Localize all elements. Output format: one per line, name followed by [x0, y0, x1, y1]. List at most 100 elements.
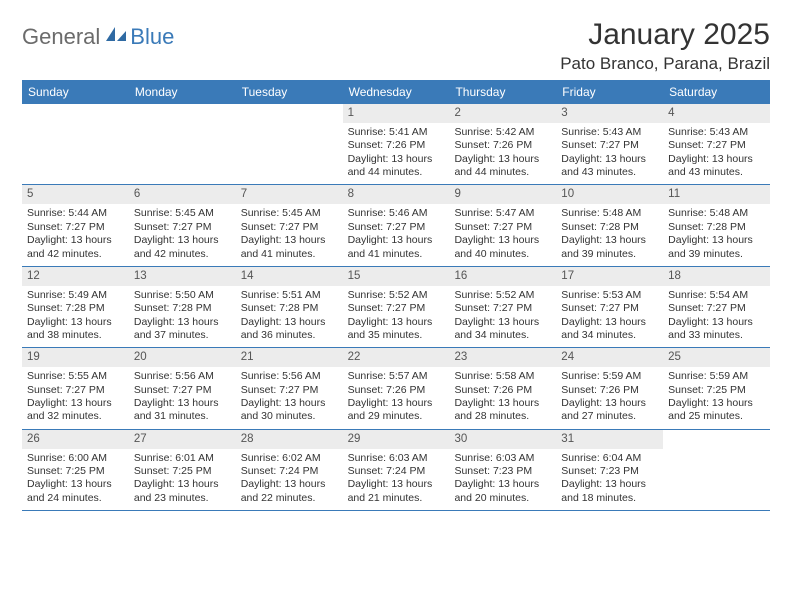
sunset-text: Sunset: 7:25 PM	[27, 465, 124, 478]
daylight-text: Daylight: 13 hours and 18 minutes.	[561, 478, 658, 505]
sunset-text: Sunset: 7:23 PM	[561, 465, 658, 478]
weekday-header: Tuesday	[236, 80, 343, 104]
day-body: Sunrise: 5:43 AMSunset: 7:27 PMDaylight:…	[556, 123, 663, 185]
daylight-text: Daylight: 13 hours and 25 minutes.	[668, 397, 765, 424]
daylight-text: Daylight: 13 hours and 42 minutes.	[27, 234, 124, 261]
day-number: 20	[129, 348, 236, 367]
sunrise-text: Sunrise: 6:04 AM	[561, 452, 658, 465]
day-cell: 15Sunrise: 5:52 AMSunset: 7:27 PMDayligh…	[343, 267, 450, 347]
sunset-text: Sunset: 7:27 PM	[668, 139, 765, 152]
day-cell: 4Sunrise: 5:43 AMSunset: 7:27 PMDaylight…	[663, 104, 770, 184]
day-body: Sunrise: 5:52 AMSunset: 7:27 PMDaylight:…	[343, 286, 450, 348]
day-cell: 17Sunrise: 5:53 AMSunset: 7:27 PMDayligh…	[556, 267, 663, 347]
day-number: 6	[129, 185, 236, 204]
daylight-text: Daylight: 13 hours and 41 minutes.	[241, 234, 338, 261]
daylight-text: Daylight: 13 hours and 31 minutes.	[134, 397, 231, 424]
sunrise-text: Sunrise: 5:58 AM	[454, 370, 551, 383]
sunrise-text: Sunrise: 5:46 AM	[348, 207, 445, 220]
sunset-text: Sunset: 7:25 PM	[134, 465, 231, 478]
day-number: 16	[449, 267, 556, 286]
calendar-grid: Sunday Monday Tuesday Wednesday Thursday…	[22, 80, 770, 511]
day-cell: 5Sunrise: 5:44 AMSunset: 7:27 PMDaylight…	[22, 185, 129, 265]
sunset-text: Sunset: 7:26 PM	[348, 139, 445, 152]
location-label: Pato Branco, Parana, Brazil	[560, 54, 770, 74]
sunset-text: Sunset: 7:27 PM	[561, 139, 658, 152]
day-body: Sunrise: 5:59 AMSunset: 7:26 PMDaylight:…	[556, 367, 663, 429]
daylight-text: Daylight: 13 hours and 44 minutes.	[348, 153, 445, 180]
sunset-text: Sunset: 7:23 PM	[454, 465, 551, 478]
day-body: Sunrise: 5:55 AMSunset: 7:27 PMDaylight:…	[22, 367, 129, 429]
day-cell: 22Sunrise: 5:57 AMSunset: 7:26 PMDayligh…	[343, 348, 450, 428]
sunset-text: Sunset: 7:25 PM	[668, 384, 765, 397]
day-body: Sunrise: 5:59 AMSunset: 7:25 PMDaylight:…	[663, 367, 770, 429]
sunrise-text: Sunrise: 6:03 AM	[348, 452, 445, 465]
day-body: Sunrise: 5:47 AMSunset: 7:27 PMDaylight:…	[449, 204, 556, 266]
day-number: 27	[129, 430, 236, 449]
day-body: Sunrise: 6:00 AMSunset: 7:25 PMDaylight:…	[22, 449, 129, 511]
daylight-text: Daylight: 13 hours and 21 minutes.	[348, 478, 445, 505]
sunrise-text: Sunrise: 5:43 AM	[561, 126, 658, 139]
daylight-text: Daylight: 13 hours and 37 minutes.	[134, 316, 231, 343]
day-cell: 23Sunrise: 5:58 AMSunset: 7:26 PMDayligh…	[449, 348, 556, 428]
sunset-text: Sunset: 7:28 PM	[27, 302, 124, 315]
day-cell: 13Sunrise: 5:50 AMSunset: 7:28 PMDayligh…	[129, 267, 236, 347]
sunrise-text: Sunrise: 6:00 AM	[27, 452, 124, 465]
sunset-text: Sunset: 7:27 PM	[454, 302, 551, 315]
sunset-text: Sunset: 7:27 PM	[454, 221, 551, 234]
sunset-text: Sunset: 7:24 PM	[241, 465, 338, 478]
day-cell: 26Sunrise: 6:00 AMSunset: 7:25 PMDayligh…	[22, 430, 129, 510]
sunrise-text: Sunrise: 5:49 AM	[27, 289, 124, 302]
week-row: 26Sunrise: 6:00 AMSunset: 7:25 PMDayligh…	[22, 430, 770, 511]
day-cell: 11Sunrise: 5:48 AMSunset: 7:28 PMDayligh…	[663, 185, 770, 265]
sunrise-text: Sunrise: 5:51 AM	[241, 289, 338, 302]
day-body: Sunrise: 5:52 AMSunset: 7:27 PMDaylight:…	[449, 286, 556, 348]
day-cell: 28Sunrise: 6:02 AMSunset: 7:24 PMDayligh…	[236, 430, 343, 510]
day-cell: 9Sunrise: 5:47 AMSunset: 7:27 PMDaylight…	[449, 185, 556, 265]
sunrise-text: Sunrise: 5:48 AM	[561, 207, 658, 220]
day-number: 23	[449, 348, 556, 367]
sunset-text: Sunset: 7:27 PM	[348, 221, 445, 234]
sunset-text: Sunset: 7:26 PM	[454, 384, 551, 397]
daylight-text: Daylight: 13 hours and 22 minutes.	[241, 478, 338, 505]
daylight-text: Daylight: 13 hours and 20 minutes.	[454, 478, 551, 505]
sunset-text: Sunset: 7:24 PM	[348, 465, 445, 478]
sail-icon	[104, 25, 128, 43]
daylight-text: Daylight: 13 hours and 24 minutes.	[27, 478, 124, 505]
brand-part2: Blue	[130, 24, 174, 50]
daylight-text: Daylight: 13 hours and 23 minutes.	[134, 478, 231, 505]
day-number: 18	[663, 267, 770, 286]
day-number: 24	[556, 348, 663, 367]
day-cell: 30Sunrise: 6:03 AMSunset: 7:23 PMDayligh…	[449, 430, 556, 510]
day-number	[663, 430, 770, 434]
sunrise-text: Sunrise: 5:47 AM	[454, 207, 551, 220]
day-number: 19	[22, 348, 129, 367]
sunrise-text: Sunrise: 5:56 AM	[134, 370, 231, 383]
day-number: 3	[556, 104, 663, 123]
sunrise-text: Sunrise: 5:59 AM	[668, 370, 765, 383]
daylight-text: Daylight: 13 hours and 38 minutes.	[27, 316, 124, 343]
day-number: 7	[236, 185, 343, 204]
sunset-text: Sunset: 7:27 PM	[561, 302, 658, 315]
daylight-text: Daylight: 13 hours and 28 minutes.	[454, 397, 551, 424]
daylight-text: Daylight: 13 hours and 34 minutes.	[454, 316, 551, 343]
brand-part1: General	[22, 24, 100, 50]
sunrise-text: Sunrise: 5:45 AM	[134, 207, 231, 220]
day-cell: 7Sunrise: 5:45 AMSunset: 7:27 PMDaylight…	[236, 185, 343, 265]
day-number: 10	[556, 185, 663, 204]
day-body: Sunrise: 6:04 AMSunset: 7:23 PMDaylight:…	[556, 449, 663, 511]
daylight-text: Daylight: 13 hours and 33 minutes.	[668, 316, 765, 343]
sunset-text: Sunset: 7:27 PM	[241, 384, 338, 397]
day-body: Sunrise: 5:58 AMSunset: 7:26 PMDaylight:…	[449, 367, 556, 429]
day-body: Sunrise: 5:44 AMSunset: 7:27 PMDaylight:…	[22, 204, 129, 266]
weekday-header: Saturday	[663, 80, 770, 104]
sunrise-text: Sunrise: 5:56 AM	[241, 370, 338, 383]
day-number: 2	[449, 104, 556, 123]
day-cell: 24Sunrise: 5:59 AMSunset: 7:26 PMDayligh…	[556, 348, 663, 428]
day-number: 30	[449, 430, 556, 449]
sunrise-text: Sunrise: 5:41 AM	[348, 126, 445, 139]
day-cell: 3Sunrise: 5:43 AMSunset: 7:27 PMDaylight…	[556, 104, 663, 184]
day-number: 22	[343, 348, 450, 367]
sunset-text: Sunset: 7:26 PM	[561, 384, 658, 397]
day-number: 8	[343, 185, 450, 204]
weekday-header: Monday	[129, 80, 236, 104]
